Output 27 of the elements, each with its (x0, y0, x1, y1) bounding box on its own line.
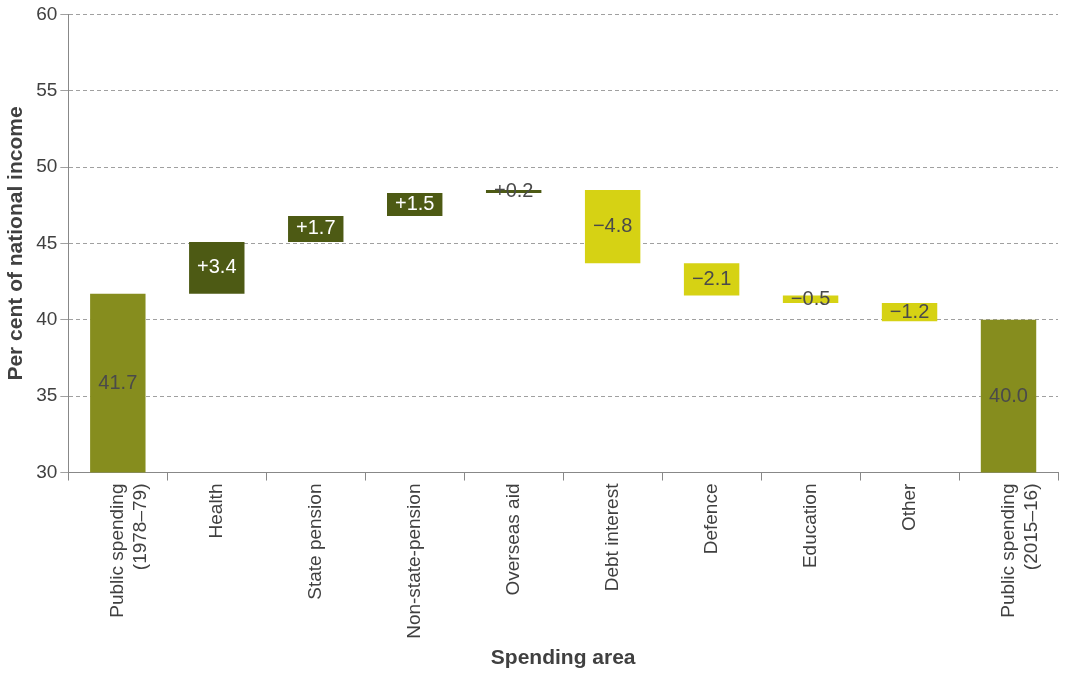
data-label: 41.7 (98, 370, 138, 393)
data-label: +1.5 (394, 192, 435, 215)
x-tick-label: Debt interest (600, 482, 622, 592)
y-tick-label: 55 (36, 78, 58, 100)
y-tick-label: 45 (36, 231, 58, 253)
data-label: +3.4 (197, 255, 237, 278)
x-axis-title: Spending area (490, 645, 636, 669)
x-tick-label: Non-state-pension (402, 483, 424, 639)
y-tick-label: 40 (36, 308, 58, 330)
y-tick-label: 50 (36, 155, 58, 177)
x-tick-label: Health (205, 483, 227, 539)
x-tick-label: Other (897, 482, 919, 532)
data-label: −2.1 (691, 266, 732, 289)
x-tick-label: Public spending (2015–16) (996, 483, 1041, 618)
data-label: 40.0 (989, 383, 1028, 406)
data-label: −4.8 (592, 214, 633, 237)
data-label: −1.2 (889, 299, 930, 322)
x-tick-label: Defence (699, 483, 721, 555)
x-tick-label: Education (798, 483, 820, 569)
x-tick-label: State pension (303, 483, 325, 600)
data-label: +1.7 (296, 216, 336, 239)
y-tick-label: 35 (36, 384, 58, 406)
x-tick-label: Public spending (1978–79) (106, 483, 150, 618)
x-tick-label: Overseas aid (501, 483, 523, 596)
y-tick-label: 60 (36, 2, 58, 24)
y-axis-title: Per cent of national income (3, 106, 27, 381)
y-tick-label: 30 (36, 460, 58, 482)
